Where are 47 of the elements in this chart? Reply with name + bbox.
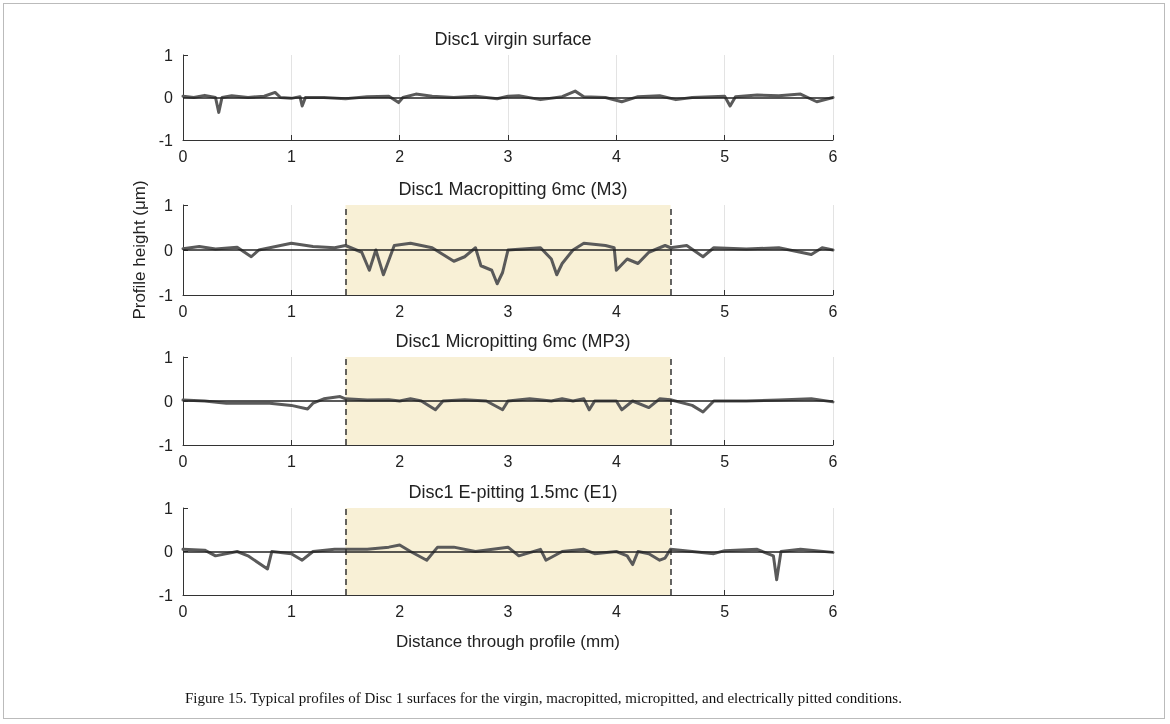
- y-tick-label: 1: [164, 348, 174, 366]
- y-tick-label: -1: [158, 436, 174, 454]
- y-tick-label: -1: [158, 286, 174, 304]
- chart-title: Disc1 Micropitting 6mc (MP3): [395, 331, 631, 351]
- x-tick-label: 6: [828, 602, 838, 620]
- x-tick-label: 5: [720, 147, 730, 165]
- y-tick-label: 1: [164, 196, 174, 214]
- caption: Figure 15. Typical profiles of Disc 1 surfaces for the virgin, macropitted, micropitted, and electrically pitted conditions.: [185, 690, 902, 707]
- x-tick-label: 5: [720, 602, 730, 620]
- y-axis-title: Profile height (μm): [129, 180, 149, 320]
- x-tick-label: 2: [395, 452, 405, 470]
- x-tick-label: 4: [611, 302, 621, 320]
- x-tick-label: 2: [395, 147, 405, 165]
- y-tick-label: 0: [164, 392, 174, 410]
- chart-title: Disc1 virgin surface: [434, 29, 592, 49]
- x-tick-label: 4: [611, 452, 621, 470]
- x-tick-label: 3: [503, 452, 513, 470]
- x-tick-label: 6: [828, 452, 838, 470]
- x-tick-label: 1: [286, 452, 296, 470]
- x-tick-label: 0: [178, 147, 188, 165]
- y-tick-label: 1: [164, 46, 174, 64]
- y-tick-label: 0: [164, 89, 174, 106]
- x-tick-label: 6: [828, 302, 838, 320]
- x-tick-label: 3: [503, 147, 513, 165]
- x-tick-label: 6: [828, 147, 838, 165]
- x-tick-label: 0: [178, 602, 188, 620]
- x-axis-title: Distance through profile (mm): [396, 632, 620, 651]
- y-tick-label: 0: [164, 241, 174, 259]
- x-tick-label: 0: [178, 452, 188, 470]
- x-tick-label: 4: [611, 147, 621, 165]
- chart-title: Disc1 E-pitting 1.5mc (E1): [408, 482, 618, 502]
- y-tick-label: 1: [164, 499, 174, 517]
- y-tick-label: -1: [158, 586, 174, 604]
- x-tick-label: 2: [395, 302, 405, 320]
- x-tick-label: 1: [286, 147, 296, 165]
- x-tick-label: 1: [286, 302, 296, 320]
- x-tick-label: 4: [611, 602, 621, 620]
- x-tick-label: 5: [720, 302, 730, 320]
- x-tick-label: 3: [503, 602, 513, 620]
- x-tick-label: 1: [286, 602, 296, 620]
- x-tick-label: 2: [395, 602, 405, 620]
- chart-title: Disc1 Macropitting 6mc (M3): [398, 179, 628, 199]
- y-tick-label: -1: [158, 131, 174, 149]
- x-tick-label: 3: [503, 302, 513, 320]
- x-tick-label: 5: [720, 452, 730, 470]
- x-tick-label: 0: [178, 302, 188, 320]
- y-tick-label: 0: [164, 543, 174, 560]
